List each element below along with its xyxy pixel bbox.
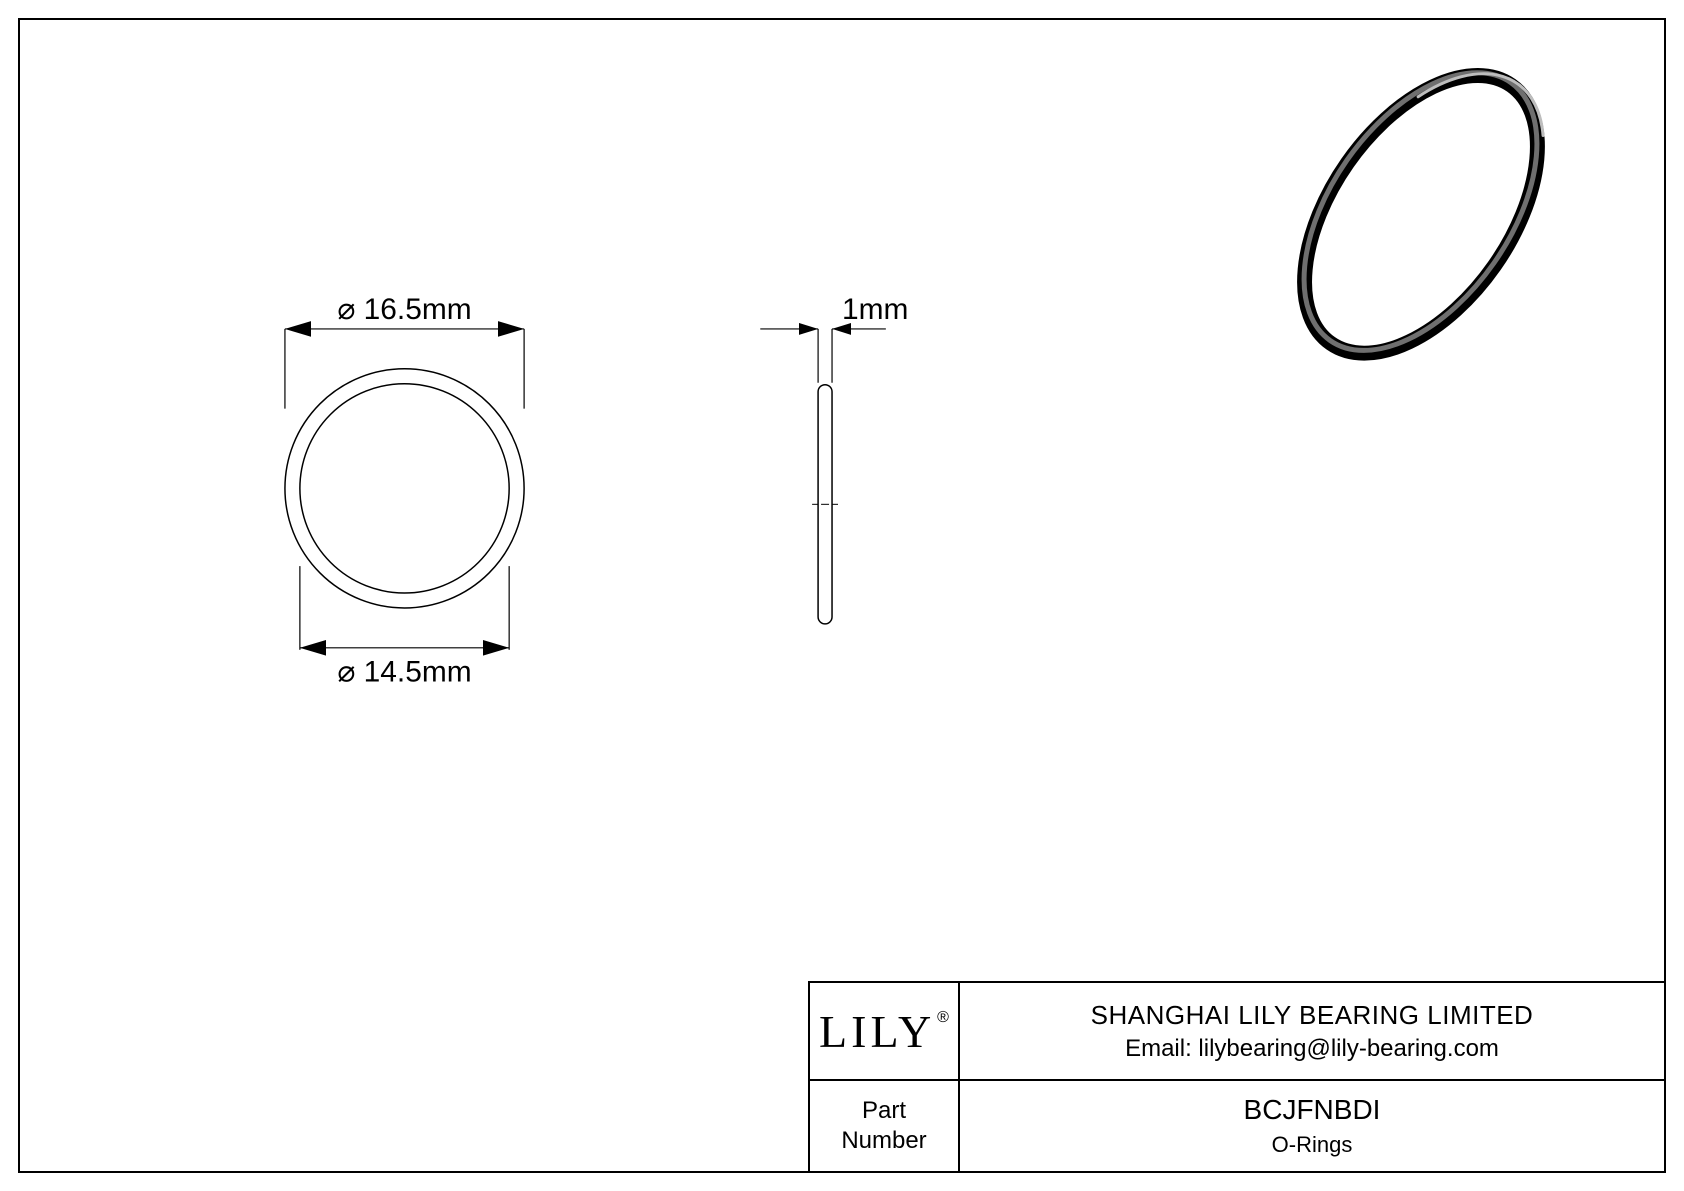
page: ⌀ 16.5mm ⌀ 14.5mm xyxy=(0,0,1684,1191)
section-view: 1mm xyxy=(760,293,908,624)
title-block: LILY ® SHANGHAI LILY BEARING LIMITED Ema… xyxy=(808,981,1664,1171)
part-label-line2: Number xyxy=(841,1126,926,1156)
cross-section-dimension: 1mm xyxy=(760,293,908,383)
company-name: SHANGHAI LILY BEARING LIMITED xyxy=(1091,1000,1534,1031)
outer-diameter-dimension: ⌀ 16.5mm xyxy=(285,293,524,409)
logo: LILY ® xyxy=(819,1005,949,1058)
inner-diameter-label: ⌀ 14.5mm xyxy=(337,656,471,689)
inner-diameter-dimension: ⌀ 14.5mm xyxy=(300,566,509,689)
title-block-row-1: LILY ® SHANGHAI LILY BEARING LIMITED Ema… xyxy=(810,983,1664,1081)
part-value-cell: BCJFNBDI O-Rings xyxy=(960,1081,1664,1171)
inner-circle xyxy=(300,384,509,593)
cross-section-label: 1mm xyxy=(842,293,908,326)
part-label-cell: Part Number xyxy=(810,1081,960,1171)
front-view: ⌀ 16.5mm ⌀ 14.5mm xyxy=(285,293,524,689)
iso-oring xyxy=(1256,29,1588,395)
outer-diameter-label: ⌀ 16.5mm xyxy=(337,293,471,326)
part-description: O-Rings xyxy=(1272,1132,1353,1158)
logo-cell: LILY ® xyxy=(810,983,960,1079)
outer-circle xyxy=(285,369,524,608)
title-block-row-2: Part Number BCJFNBDI O-Rings xyxy=(810,1081,1664,1171)
company-email: Email: lilybearing@lily-bearing.com xyxy=(1125,1035,1499,1063)
drawing-frame: ⌀ 16.5mm ⌀ 14.5mm xyxy=(18,18,1666,1173)
registered-icon: ® xyxy=(937,1009,949,1027)
logo-text: LILY xyxy=(819,1005,935,1058)
part-number: BCJFNBDI xyxy=(1244,1094,1381,1126)
part-label-line1: Part xyxy=(862,1096,906,1126)
company-cell: SHANGHAI LILY BEARING LIMITED Email: lil… xyxy=(960,983,1664,1079)
